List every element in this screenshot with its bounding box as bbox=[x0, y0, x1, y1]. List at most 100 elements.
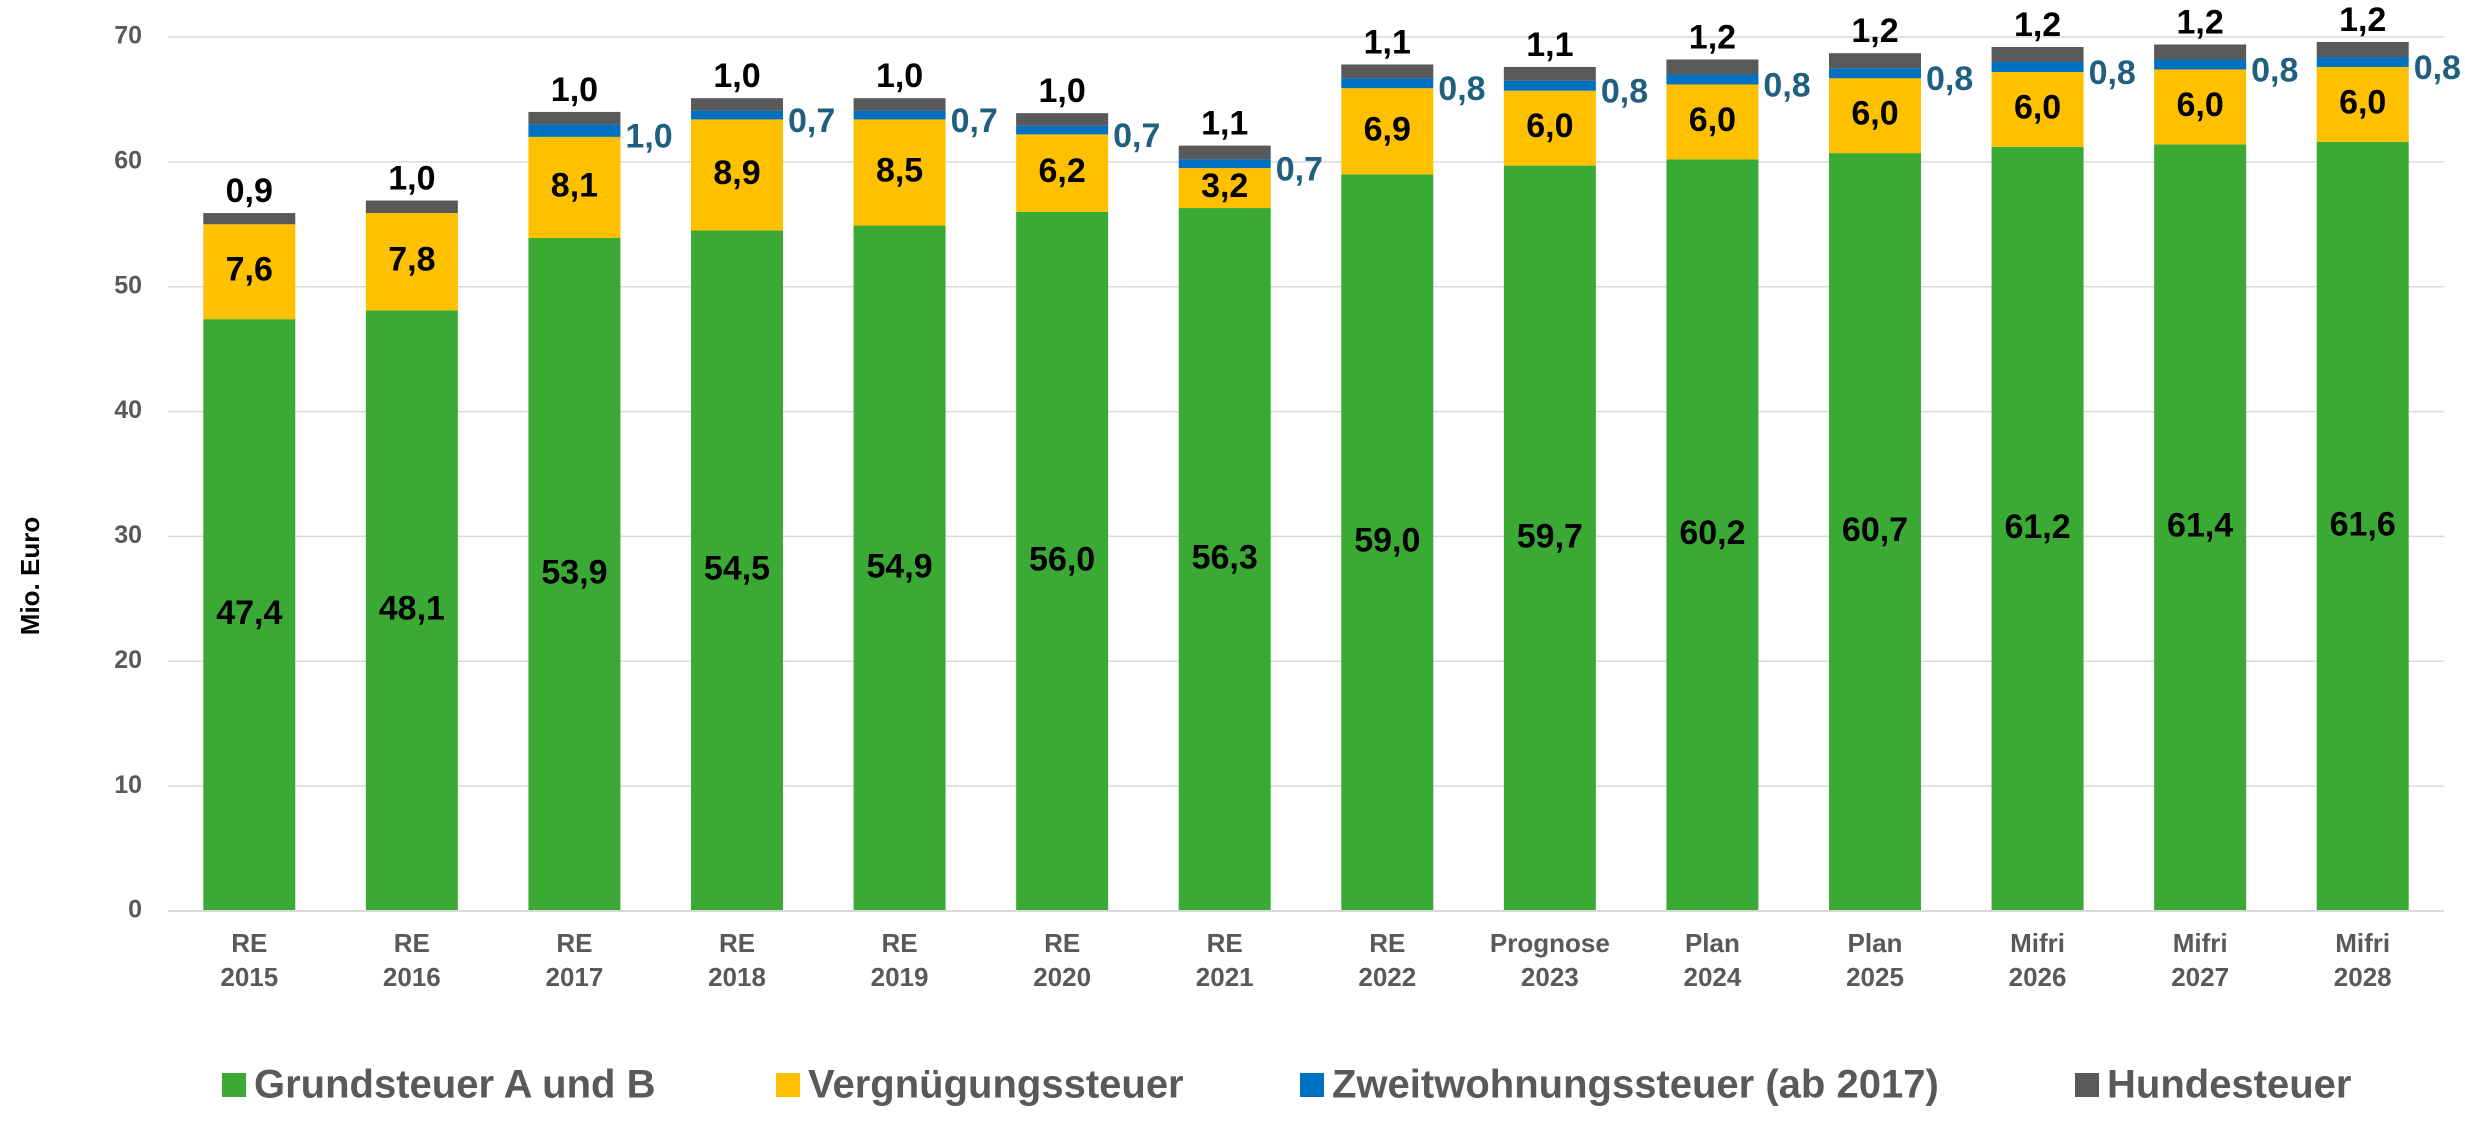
x-tick-label: 2023 bbox=[1521, 962, 1579, 992]
y-tick-label: 30 bbox=[114, 521, 142, 549]
x-tick-label: RE bbox=[556, 928, 592, 958]
bar-segment bbox=[528, 111, 621, 125]
x-tick-label: RE bbox=[231, 928, 267, 958]
bar-segment bbox=[1829, 68, 1921, 79]
bar-segment bbox=[365, 310, 458, 911]
bar-segment bbox=[203, 213, 296, 225]
data-label: 60,2 bbox=[1679, 514, 1745, 552]
x-tick-label: 2024 bbox=[1684, 962, 1742, 992]
legend-swatch bbox=[1300, 1073, 1324, 1097]
x-tick-label: 2016 bbox=[383, 962, 441, 992]
data-label: 0,8 bbox=[2251, 51, 2298, 89]
y-tick-label: 10 bbox=[114, 771, 142, 799]
data-label: 0,7 bbox=[1113, 117, 1160, 155]
x-tick-label: 2027 bbox=[2171, 962, 2229, 992]
data-label: 61,6 bbox=[2330, 505, 2396, 543]
y-tick-label: 40 bbox=[114, 396, 142, 424]
data-label: 1,1 bbox=[1364, 23, 1411, 61]
bar-segment bbox=[1666, 84, 1759, 160]
bar-segment bbox=[853, 110, 946, 120]
legend-swatch bbox=[222, 1073, 246, 1097]
data-label: 1,0 bbox=[388, 160, 435, 198]
bar-segment bbox=[853, 225, 946, 911]
x-tick-label: 2025 bbox=[1846, 962, 1904, 992]
x-tick-label: Mifri bbox=[2010, 928, 2065, 958]
bar-segment bbox=[1016, 134, 1109, 212]
data-label: 59,0 bbox=[1354, 522, 1420, 560]
bar-segment bbox=[1503, 165, 1596, 912]
bar-segment bbox=[2316, 141, 2409, 911]
y-tick-label: 0 bbox=[128, 896, 142, 924]
data-label: 56,3 bbox=[1192, 539, 1258, 577]
x-tick-label: 2018 bbox=[708, 962, 766, 992]
bar-segment bbox=[203, 319, 296, 912]
x-tick-label: RE bbox=[1369, 928, 1405, 958]
bar-segment bbox=[1016, 211, 1109, 912]
x-tick-label: 2017 bbox=[546, 962, 604, 992]
x-tick-label: RE bbox=[1207, 928, 1243, 958]
bar-segment bbox=[853, 98, 946, 111]
data-label: 8,1 bbox=[551, 166, 598, 204]
y-axis-label: Mio. Euro bbox=[15, 517, 45, 635]
data-label: 1,0 bbox=[876, 57, 923, 95]
bar-segment bbox=[365, 200, 458, 214]
x-tick-label: 2022 bbox=[1358, 962, 1416, 992]
data-label: 0,7 bbox=[788, 102, 835, 140]
data-label: 0,8 bbox=[2089, 54, 2136, 92]
bar-segment bbox=[853, 119, 946, 226]
data-label: 0,8 bbox=[1926, 60, 1973, 98]
data-label: 1,1 bbox=[1526, 26, 1573, 64]
x-tick-label: Mifri bbox=[2173, 928, 2228, 958]
bar-segment bbox=[1178, 145, 1271, 160]
bar-segment bbox=[691, 98, 783, 111]
bar-segment bbox=[528, 136, 621, 239]
x-tick-label: 2026 bbox=[2009, 962, 2067, 992]
data-label: 0,8 bbox=[2414, 49, 2461, 87]
bar-segment bbox=[2154, 144, 2247, 911]
x-tick-label: RE bbox=[394, 928, 430, 958]
x-tick-label: Plan bbox=[1685, 928, 1740, 958]
data-label: 0,8 bbox=[1601, 73, 1648, 111]
bar-segment bbox=[691, 230, 783, 911]
bar-segment bbox=[1503, 90, 1596, 166]
y-tick-label: 70 bbox=[114, 22, 142, 50]
legend-label: Vergnügungssteuer bbox=[808, 1063, 1184, 1107]
data-label: 61,2 bbox=[2004, 508, 2070, 546]
data-label: 0,8 bbox=[1438, 70, 1485, 108]
bar-segment bbox=[2316, 41, 2409, 57]
bar-segment bbox=[1016, 125, 1109, 135]
bar-segment bbox=[1991, 71, 2084, 147]
bar-segment bbox=[1829, 153, 1921, 912]
bar-segment bbox=[528, 238, 621, 911]
data-label: 1,2 bbox=[2339, 1, 2386, 39]
data-label: 1,2 bbox=[1851, 12, 1898, 50]
data-label: 61,4 bbox=[2167, 507, 2233, 545]
data-label: 59,7 bbox=[1517, 517, 1583, 555]
data-label: 7,6 bbox=[226, 251, 273, 289]
data-label: 0,9 bbox=[226, 172, 273, 210]
data-label: 56,0 bbox=[1029, 540, 1095, 578]
y-tick-label: 60 bbox=[114, 146, 142, 174]
bar-segment bbox=[1503, 80, 1596, 91]
bar-segment bbox=[1016, 113, 1109, 126]
x-tick-label: RE bbox=[1044, 928, 1080, 958]
legend-swatch bbox=[776, 1073, 800, 1097]
data-label: 8,5 bbox=[876, 151, 923, 189]
legend-label: Hundesteuer bbox=[2107, 1063, 2352, 1107]
data-label: 6,9 bbox=[1364, 110, 1411, 148]
bar-segment bbox=[1178, 168, 1271, 209]
bar-segment bbox=[2154, 59, 2247, 70]
bar-segment bbox=[1341, 174, 1434, 912]
data-label: 6,0 bbox=[1851, 95, 1898, 133]
x-tick-label: 2021 bbox=[1196, 962, 1254, 992]
bar-segment bbox=[2154, 44, 2247, 60]
legend-label: Grundsteuer A und B bbox=[254, 1063, 655, 1107]
bar-segment bbox=[2154, 69, 2247, 145]
data-label: 7,8 bbox=[388, 241, 435, 279]
bar-segment bbox=[691, 119, 783, 231]
data-label: 8,9 bbox=[713, 154, 760, 192]
bar-segment bbox=[528, 124, 621, 137]
x-tick-label: 2028 bbox=[2334, 962, 2392, 992]
data-label: 6,0 bbox=[1526, 107, 1573, 145]
